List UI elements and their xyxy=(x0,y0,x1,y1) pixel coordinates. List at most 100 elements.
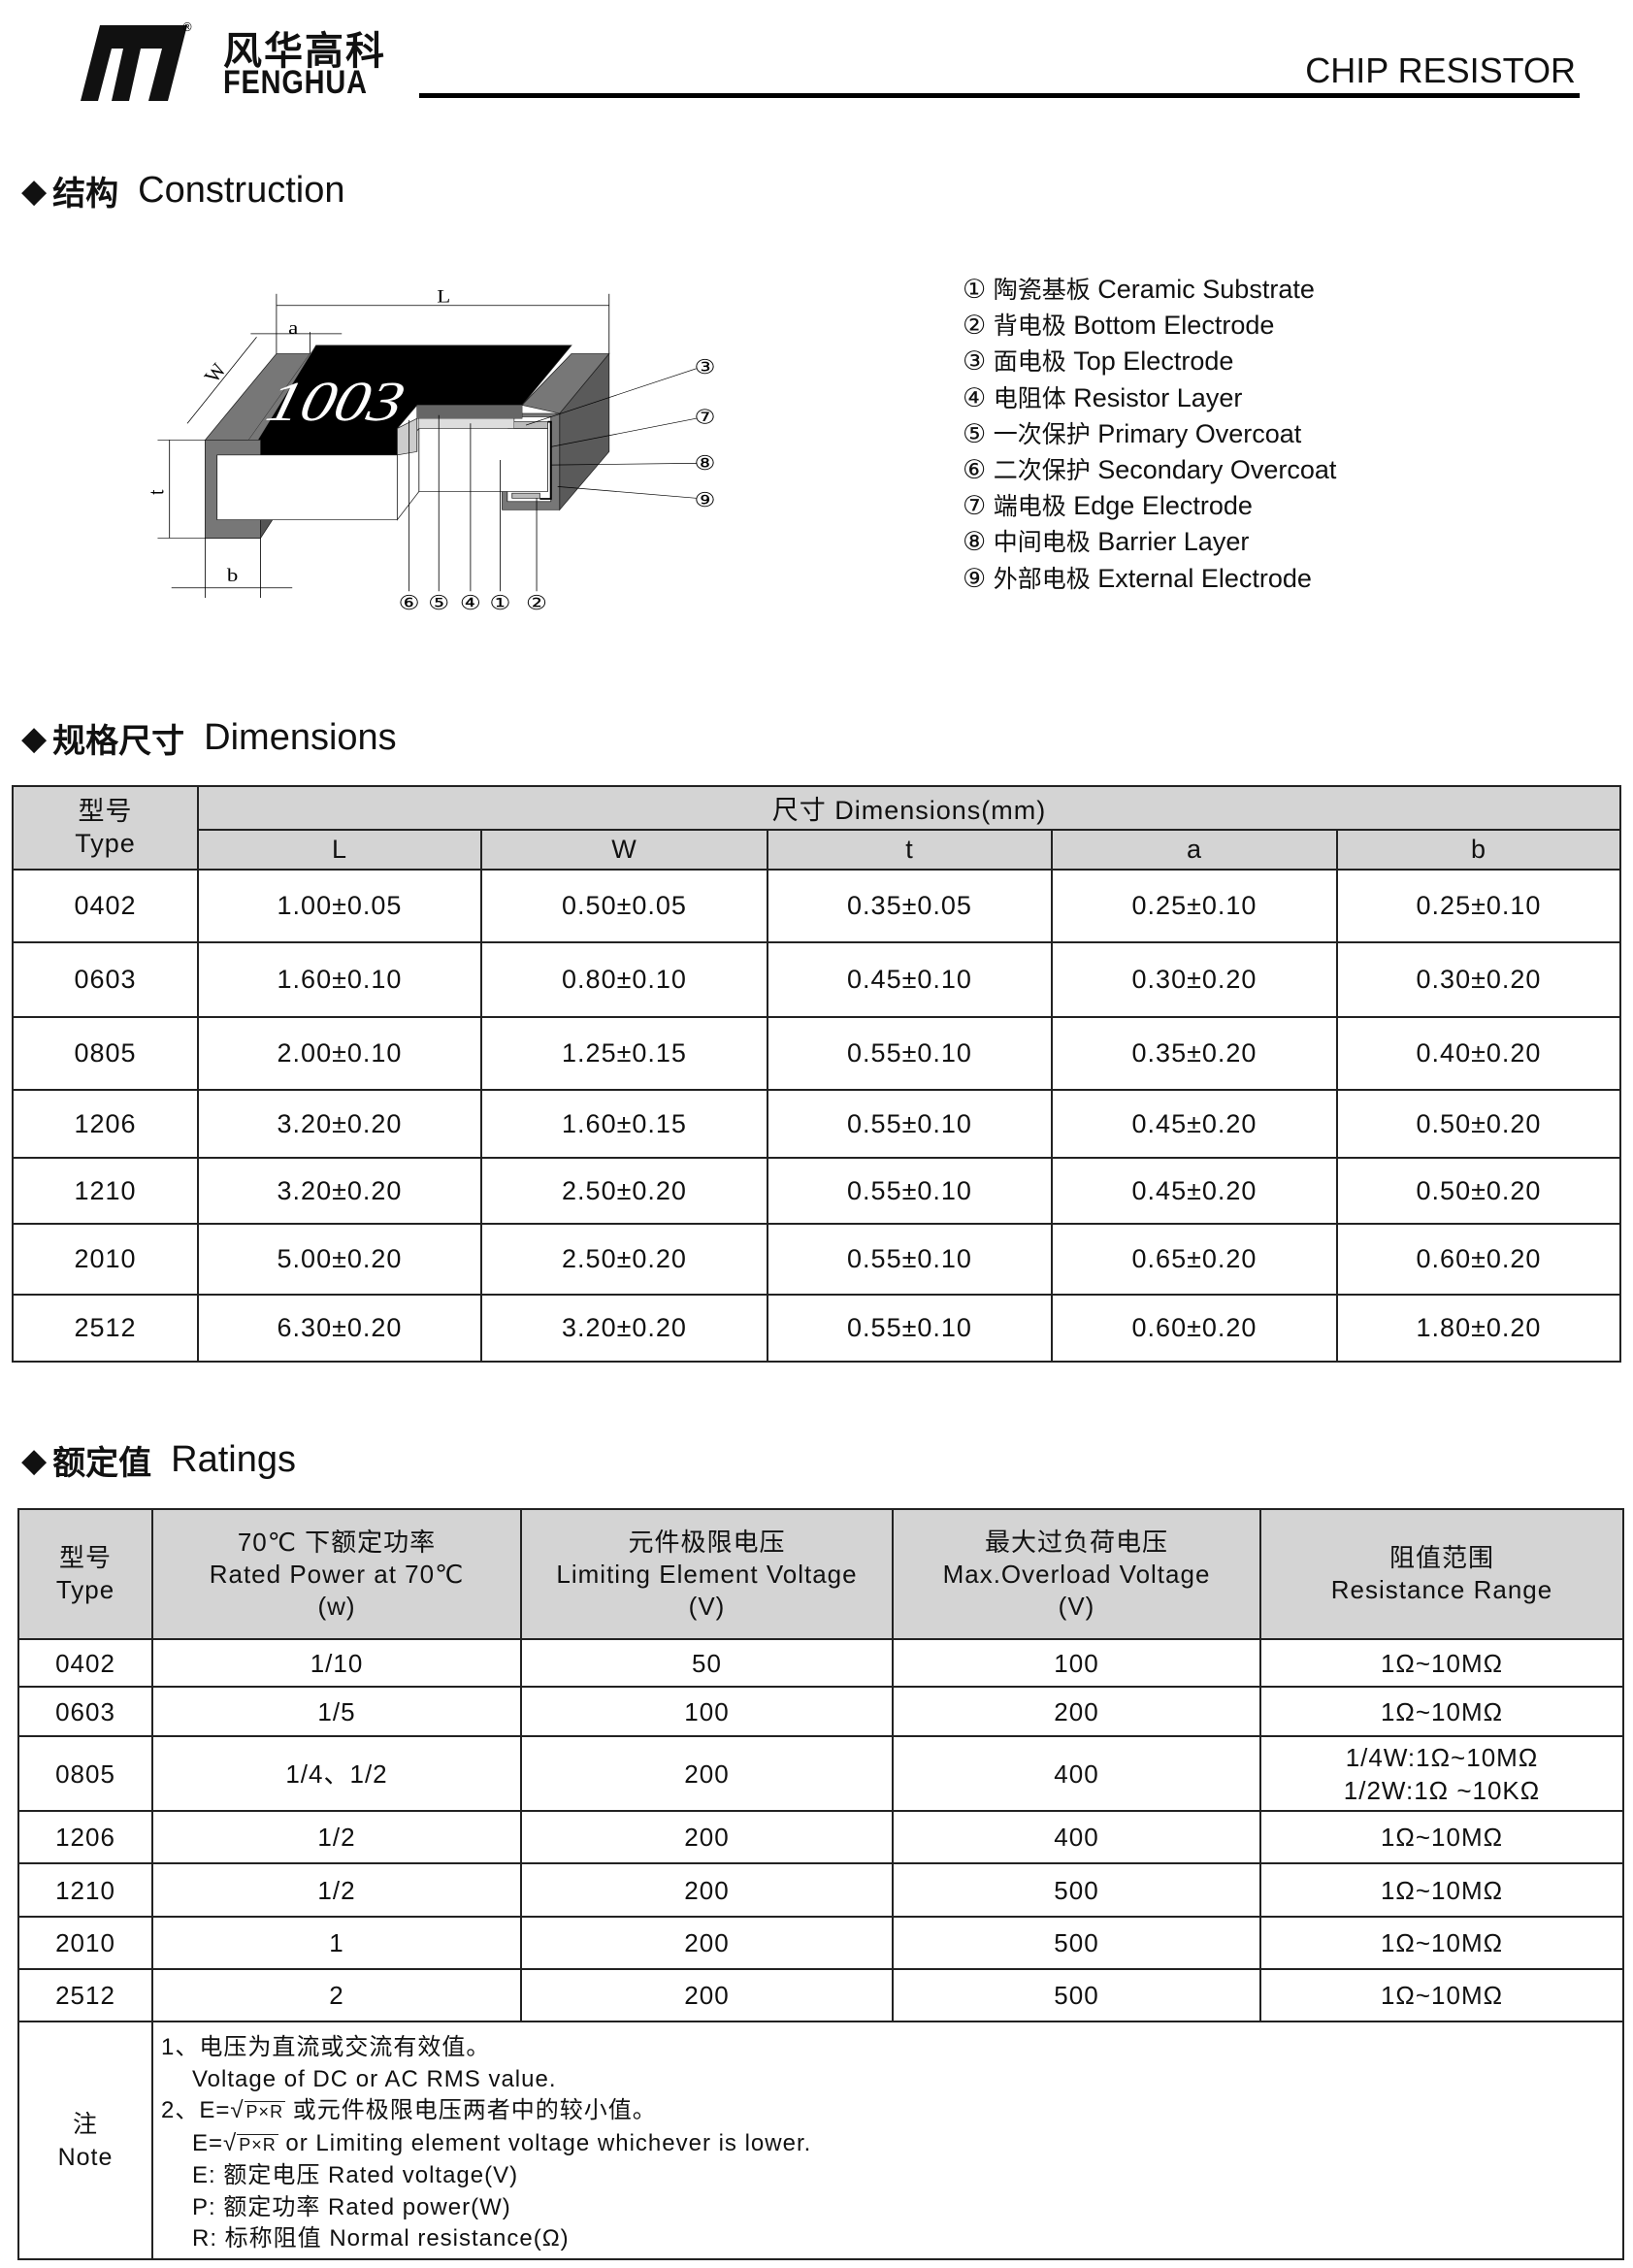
header-en: Rated Power at 70℃ xyxy=(209,1559,465,1589)
rating-cell: 200 xyxy=(520,1968,894,2022)
type-cell: 0603 xyxy=(17,1686,153,1737)
dimension-cell: 0.65±0.20 xyxy=(1051,1223,1338,1296)
callout-8: ⑧ xyxy=(695,452,716,476)
type-cell: 0402 xyxy=(12,869,199,943)
legend-label-cn: 二次保护 xyxy=(993,456,1091,485)
resistance-marking: 1003 xyxy=(260,371,410,434)
table-row: 0603 1.60±0.10 0.80±0.10 0.45±0.10 0.30±0.20… xyxy=(12,941,1621,1018)
dim-label-b: b xyxy=(227,565,238,586)
legend-label-cn: 端电极 xyxy=(993,492,1066,521)
type-cell: 2010 xyxy=(17,1916,153,1970)
note-line-2-en-text: or Limiting element voltage whichever is… xyxy=(278,2129,812,2156)
legend-item: ⑨ 外部电极 External Electrode xyxy=(963,561,1336,597)
dimension-cell: 3.20±0.20 xyxy=(480,1294,768,1363)
dimension-cell: 3.20±0.20 xyxy=(197,1089,482,1159)
type-cell: 0402 xyxy=(17,1638,153,1688)
callout-2: ② xyxy=(526,592,547,615)
dimension-cell: 0.45±0.20 xyxy=(1051,1089,1338,1159)
header-cn: 70℃ 下额定功率 xyxy=(237,1527,437,1557)
company-logo: ® 风华高科 FENGHUA xyxy=(73,19,408,103)
note-def-E: E: 额定电压 Rated voltage(V) xyxy=(192,2162,519,2188)
legend-label-en: Secondary Overcoat xyxy=(1097,455,1337,485)
rating-cell: 1 xyxy=(151,1916,522,1970)
dimension-cell: 0.50±0.20 xyxy=(1336,1089,1621,1159)
legend-label-en: Edge Electrode xyxy=(1073,491,1253,521)
dimension-cell: 1.80±0.20 xyxy=(1336,1294,1621,1363)
header-cn: 最大过负荷电压 xyxy=(984,1527,1168,1557)
rating-cell: 1/2 xyxy=(151,1810,522,1864)
rating-cell: 1Ω~10MΩ xyxy=(1259,1862,1624,1918)
header-unit: (w) xyxy=(317,1591,356,1621)
rating-cell: 50 xyxy=(520,1638,894,1688)
header-cn: 型号 xyxy=(58,1543,112,1572)
note-row: 注 Note 1、电压为直流或交流有效值。 Voltage of DC or A… xyxy=(17,2021,1624,2260)
header-en: Limiting Element Voltage xyxy=(556,1559,858,1589)
type-cell: 1210 xyxy=(17,1862,153,1918)
legend-number: ⑦ xyxy=(963,491,987,521)
table-row: 0805 2.00±0.10 1.25±0.15 0.55±0.10 0.35±0.20… xyxy=(12,1016,1621,1091)
dimension-cell: 2.50±0.20 xyxy=(480,1223,768,1296)
rating-cell: 200 xyxy=(520,1862,894,1918)
type-cell: 1210 xyxy=(12,1157,199,1225)
type-cell: 2512 xyxy=(17,1968,153,2022)
rating-cell: 500 xyxy=(892,1862,1261,1918)
logo-text-cn: 风华高科 xyxy=(223,29,386,74)
note-def-R: R: 标称阻值 Normal resistance(Ω) xyxy=(192,2225,570,2252)
rating-cell: 200 xyxy=(520,1916,894,1970)
table-row: 0603 1/5 100 200 1Ω~10MΩ xyxy=(17,1686,1624,1737)
column-header: 70℃ 下额定功率 Rated Power at 70℃ (w) xyxy=(151,1508,522,1640)
legend-label-cn: 外部电极 xyxy=(993,564,1091,593)
dimension-cell: 1.25±0.15 xyxy=(480,1016,768,1091)
legend-item: ③ 面电极 Top Electrode xyxy=(963,344,1336,379)
heading-en: Dimensions xyxy=(204,717,397,758)
heading-cn: 结构 xyxy=(52,175,119,214)
type-cell: 1206 xyxy=(17,1810,153,1864)
dimension-cell: 1.60±0.15 xyxy=(480,1089,768,1159)
legend-label-en: Ceramic Substrate xyxy=(1097,275,1315,304)
dimension-cell: 0.50±0.20 xyxy=(1336,1157,1621,1225)
type-cell: 0805 xyxy=(12,1016,199,1091)
callout-7: ⑦ xyxy=(695,406,716,429)
dimension-cell: 2.00±0.10 xyxy=(197,1016,482,1091)
note-line-2-cn: 2、E=√ P×R 或元件极限电压两者中的较小值。 xyxy=(161,2097,657,2123)
dimension-cell: 0.45±0.20 xyxy=(1051,1157,1338,1225)
rating-cell: 200 xyxy=(892,1686,1261,1737)
column-header-t: t xyxy=(767,829,1053,871)
column-header: 阻值范围 Resistance Range xyxy=(1259,1508,1624,1640)
dimension-cell: 0.25±0.10 xyxy=(1051,869,1338,943)
header-en: Type xyxy=(55,1575,115,1604)
rating-cell: 1/4W:1Ω~10MΩ 1/2W:1Ω ~10KΩ xyxy=(1259,1735,1624,1812)
table-row: 0805 1/4、1/2 200 400 1/4W:1Ω~10MΩ 1/2W:1Ω ~1… xyxy=(17,1735,1624,1812)
type-cell: 0603 xyxy=(12,941,199,1018)
column-header: 最大过负荷电压 Max.Overload Voltage (V) xyxy=(892,1508,1261,1640)
column-header-W: W xyxy=(480,829,768,871)
legend-label-en: Bottom Electrode xyxy=(1073,311,1275,341)
column-header-a: a xyxy=(1051,829,1338,871)
section-heading-construction: ◆ 结构 Construction xyxy=(21,167,344,214)
section-heading-dimensions: ◆ 规格尺寸 Dimensions xyxy=(21,714,397,762)
dimension-cell: 0.30±0.20 xyxy=(1336,941,1621,1018)
note-line-1-en: Voltage of DC or AC RMS value. xyxy=(192,2065,557,2092)
rating-cell: 1Ω~10MΩ xyxy=(1259,1638,1624,1688)
rating-cell: 1/4、1/2 xyxy=(151,1735,522,1812)
note-content: 1、电压为直流或交流有效值。 Voltage of DC or AC RMS v… xyxy=(151,2021,1624,2260)
legend-label-en: Primary Overcoat xyxy=(1097,418,1302,448)
rating-cell: 1Ω~10MΩ xyxy=(1259,1968,1624,2022)
dimension-cell: 0.55±0.10 xyxy=(767,1157,1053,1225)
legend-item: ② 背电极 Bottom Electrode xyxy=(963,308,1336,344)
dimension-cell: 2.50±0.20 xyxy=(480,1157,768,1225)
note-line-1-cn: 1、电压为直流或交流有效值。 xyxy=(161,2034,491,2060)
type-cell: 2010 xyxy=(12,1223,199,1296)
column-header-b: b xyxy=(1336,829,1621,871)
dimension-cell: 0.45±0.10 xyxy=(767,941,1053,1018)
header-cn: 阻值范围 xyxy=(1388,1543,1494,1572)
callout-4: ④ xyxy=(460,592,481,615)
legend-item: ⑤ 一次保护 Primary Overcoat xyxy=(963,416,1336,452)
legend-label-cn: 电阻体 xyxy=(993,383,1066,412)
legend-label-en: Resistor Layer xyxy=(1073,382,1243,412)
table-row: 1210 3.20±0.20 2.50±0.20 0.55±0.10 0.45±0.20… xyxy=(12,1157,1621,1225)
chip-resistor-construction-diagram: 1003 L a W t b ③ ⑦ ⑧ ⑨ ⑥ ⑤ ④ ① ② xyxy=(144,285,716,615)
legend-item: ④ 电阻体 Resistor Layer xyxy=(963,380,1336,416)
dim-label-W: W xyxy=(199,359,232,385)
table-row: 2512 6.30±0.20 3.20±0.20 0.55±0.10 0.60±0.20… xyxy=(12,1294,1621,1363)
